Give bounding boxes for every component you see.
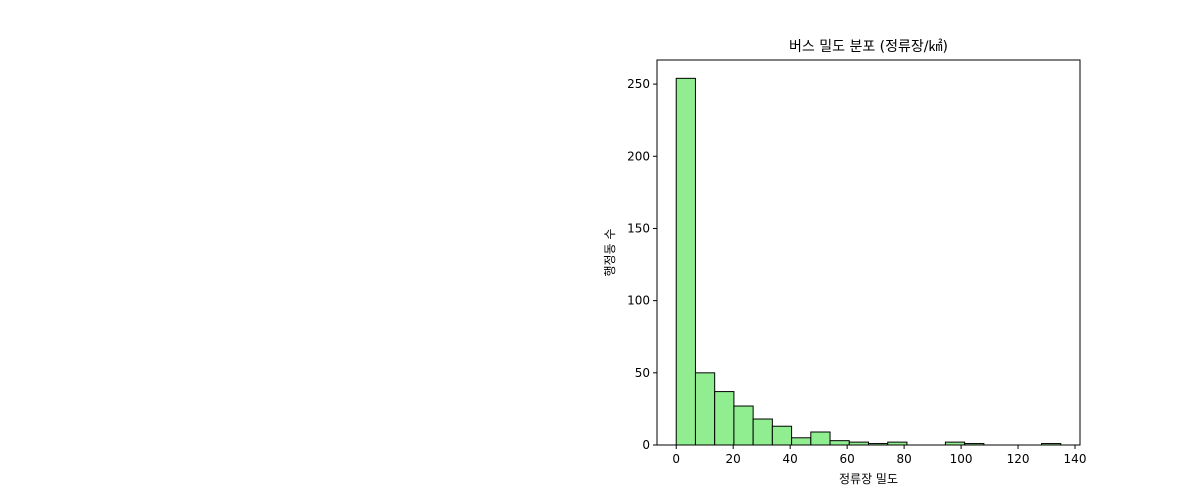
histogram-bar [752,418,773,446]
histogram-bar [733,405,754,446]
x-tick-label: 60 [839,452,854,466]
x-tick-label: 80 [896,452,911,466]
bars-group [675,77,1062,446]
y-axis-title: 행정동 수 [602,229,617,277]
histogram-bar [714,391,735,446]
y-tick-label: 100 [627,294,650,308]
x-tick-label: 140 [1064,452,1087,466]
histogram-bar [810,431,831,446]
histogram-bar [771,425,793,446]
x-tick-label: 40 [783,452,798,466]
y-tick-label: 0 [642,438,650,452]
x-ticks-group: 0 20 40 60 80 100 120 140 [672,445,1086,466]
y-tick-label: 50 [635,366,650,380]
histogram-bar [675,77,696,446]
chart-title: 버스 밀도 분포 (정류장/㎢) [789,39,948,55]
x-tick-label: 120 [1007,452,1030,466]
histogram-bar [694,372,716,446]
y-tick-label: 200 [627,149,650,163]
plot-frame [656,59,1081,446]
y-ticks-group: 0 50 100 150 200 250 [627,77,657,452]
histogram-bar [829,440,850,446]
x-axis-title: 정류장 밀도 [839,472,898,486]
x-tick-label: 20 [726,452,741,466]
y-tick-label: 150 [627,221,650,235]
x-tick-label: 100 [950,452,973,466]
histogram-bar [791,437,812,446]
y-tick-label: 250 [627,77,650,91]
x-tick-label: 0 [672,452,680,466]
